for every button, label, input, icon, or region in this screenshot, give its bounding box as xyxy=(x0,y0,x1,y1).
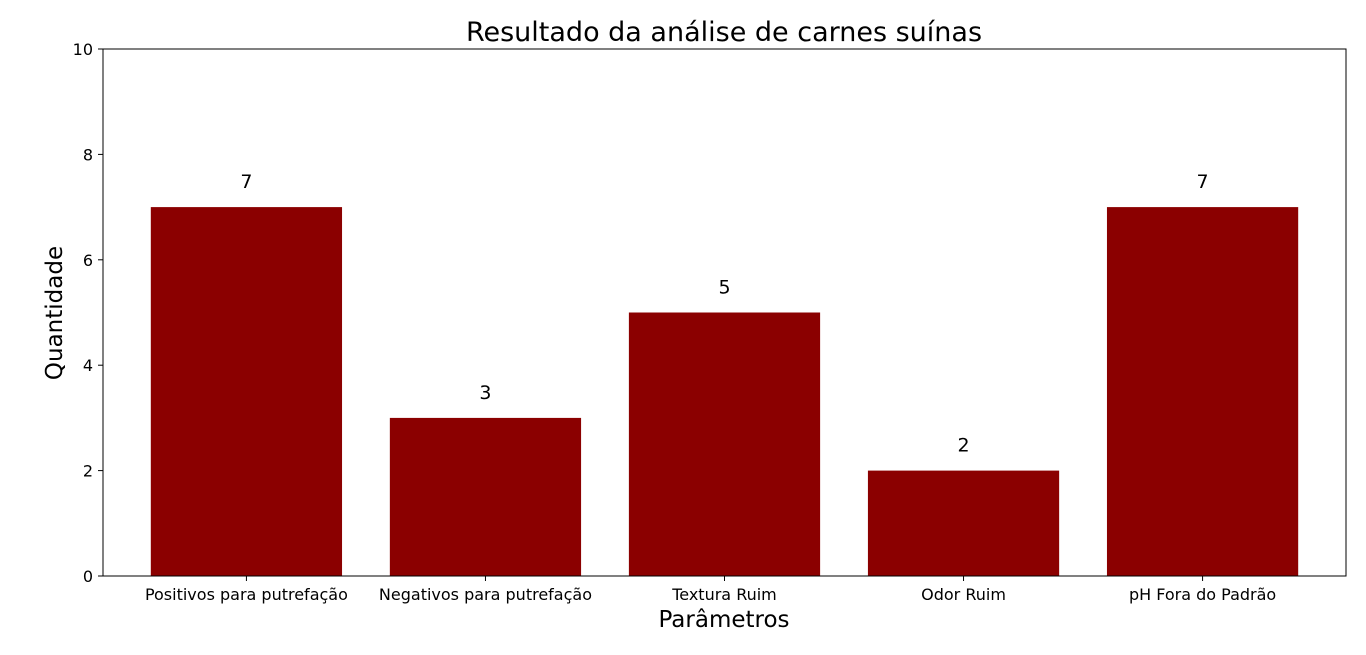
bar-value-label: 2 xyxy=(957,435,969,457)
x-tick-label: Textura Ruim xyxy=(671,585,777,604)
bar-value-label: 3 xyxy=(479,382,491,404)
bar xyxy=(389,417,582,576)
x-tick-label: Positivos para putrefação xyxy=(145,585,348,604)
x-tick-label: Negativos para putrefação xyxy=(379,585,592,604)
bar xyxy=(150,207,343,576)
bar-value-label: 7 xyxy=(1197,171,1209,193)
x-tick-label: Odor Ruim xyxy=(921,585,1006,604)
y-axis-title: Quantidade xyxy=(42,246,68,380)
y-tick-label: 4 xyxy=(83,356,93,375)
bar xyxy=(867,470,1060,576)
chart-title: Resultado da análise de carnes suínas xyxy=(466,17,982,48)
x-axis-title: Parâmetros xyxy=(658,607,789,633)
x-tick-label: pH Fora do Padrão xyxy=(1129,585,1276,604)
y-tick-label: 10 xyxy=(73,40,93,59)
y-tick-label: 6 xyxy=(83,251,93,270)
bar-value-label: 5 xyxy=(718,277,730,299)
bar xyxy=(628,312,821,576)
bar-value-label: 7 xyxy=(240,171,252,193)
y-tick-label: 8 xyxy=(83,145,93,164)
y-tick-label: 0 xyxy=(83,567,93,586)
axes-frame xyxy=(102,48,1347,577)
bar xyxy=(1106,207,1299,576)
y-tick-label: 2 xyxy=(83,462,93,481)
plot-area: 7 Positivos para putrefação 3 Negativos par… xyxy=(73,40,1347,604)
